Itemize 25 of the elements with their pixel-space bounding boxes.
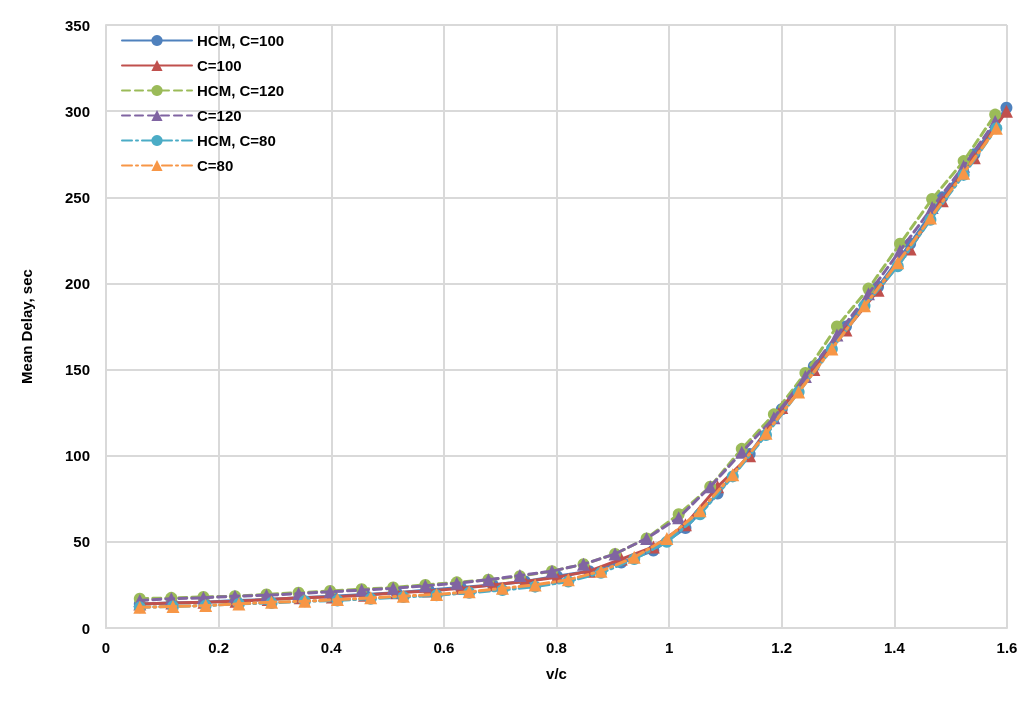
legend-label: HCM, C=80 [197, 132, 276, 149]
x-tick-label: 1 [664, 639, 674, 656]
x-tick-label: 1.6 [996, 639, 1018, 656]
y-tick-label: 0 [81, 619, 90, 637]
legend-label: C=100 [197, 57, 242, 74]
x-tick-label: 1.2 [771, 639, 793, 656]
y-axis-title: Mean Delay, sec [18, 269, 35, 384]
x-tick-label: 0.6 [433, 639, 455, 656]
y-tick-label: 100 [64, 447, 90, 465]
legend-label: C=80 [197, 157, 234, 174]
legend-label: C=120 [197, 107, 242, 124]
legend-label: HCM, C=120 [197, 82, 285, 99]
x-tick-label: 0.8 [546, 639, 567, 656]
x-tick-label: 1.4 [883, 639, 906, 656]
x-tick-label: 0.4 [320, 639, 343, 656]
x-tick-label: 0.2 [208, 639, 230, 656]
y-tick-label: 50 [73, 533, 90, 551]
y-tick-label: 150 [64, 361, 90, 379]
x-axis-title: v/c [546, 665, 567, 682]
x-tick-label: 0 [101, 639, 111, 656]
y-tick-label: 200 [64, 274, 90, 292]
y-tick-label: 300 [64, 102, 90, 120]
y-tick-label: 350 [64, 16, 90, 34]
legend-label: HCM, C=100 [197, 32, 285, 49]
y-tick-label: 250 [64, 188, 90, 206]
